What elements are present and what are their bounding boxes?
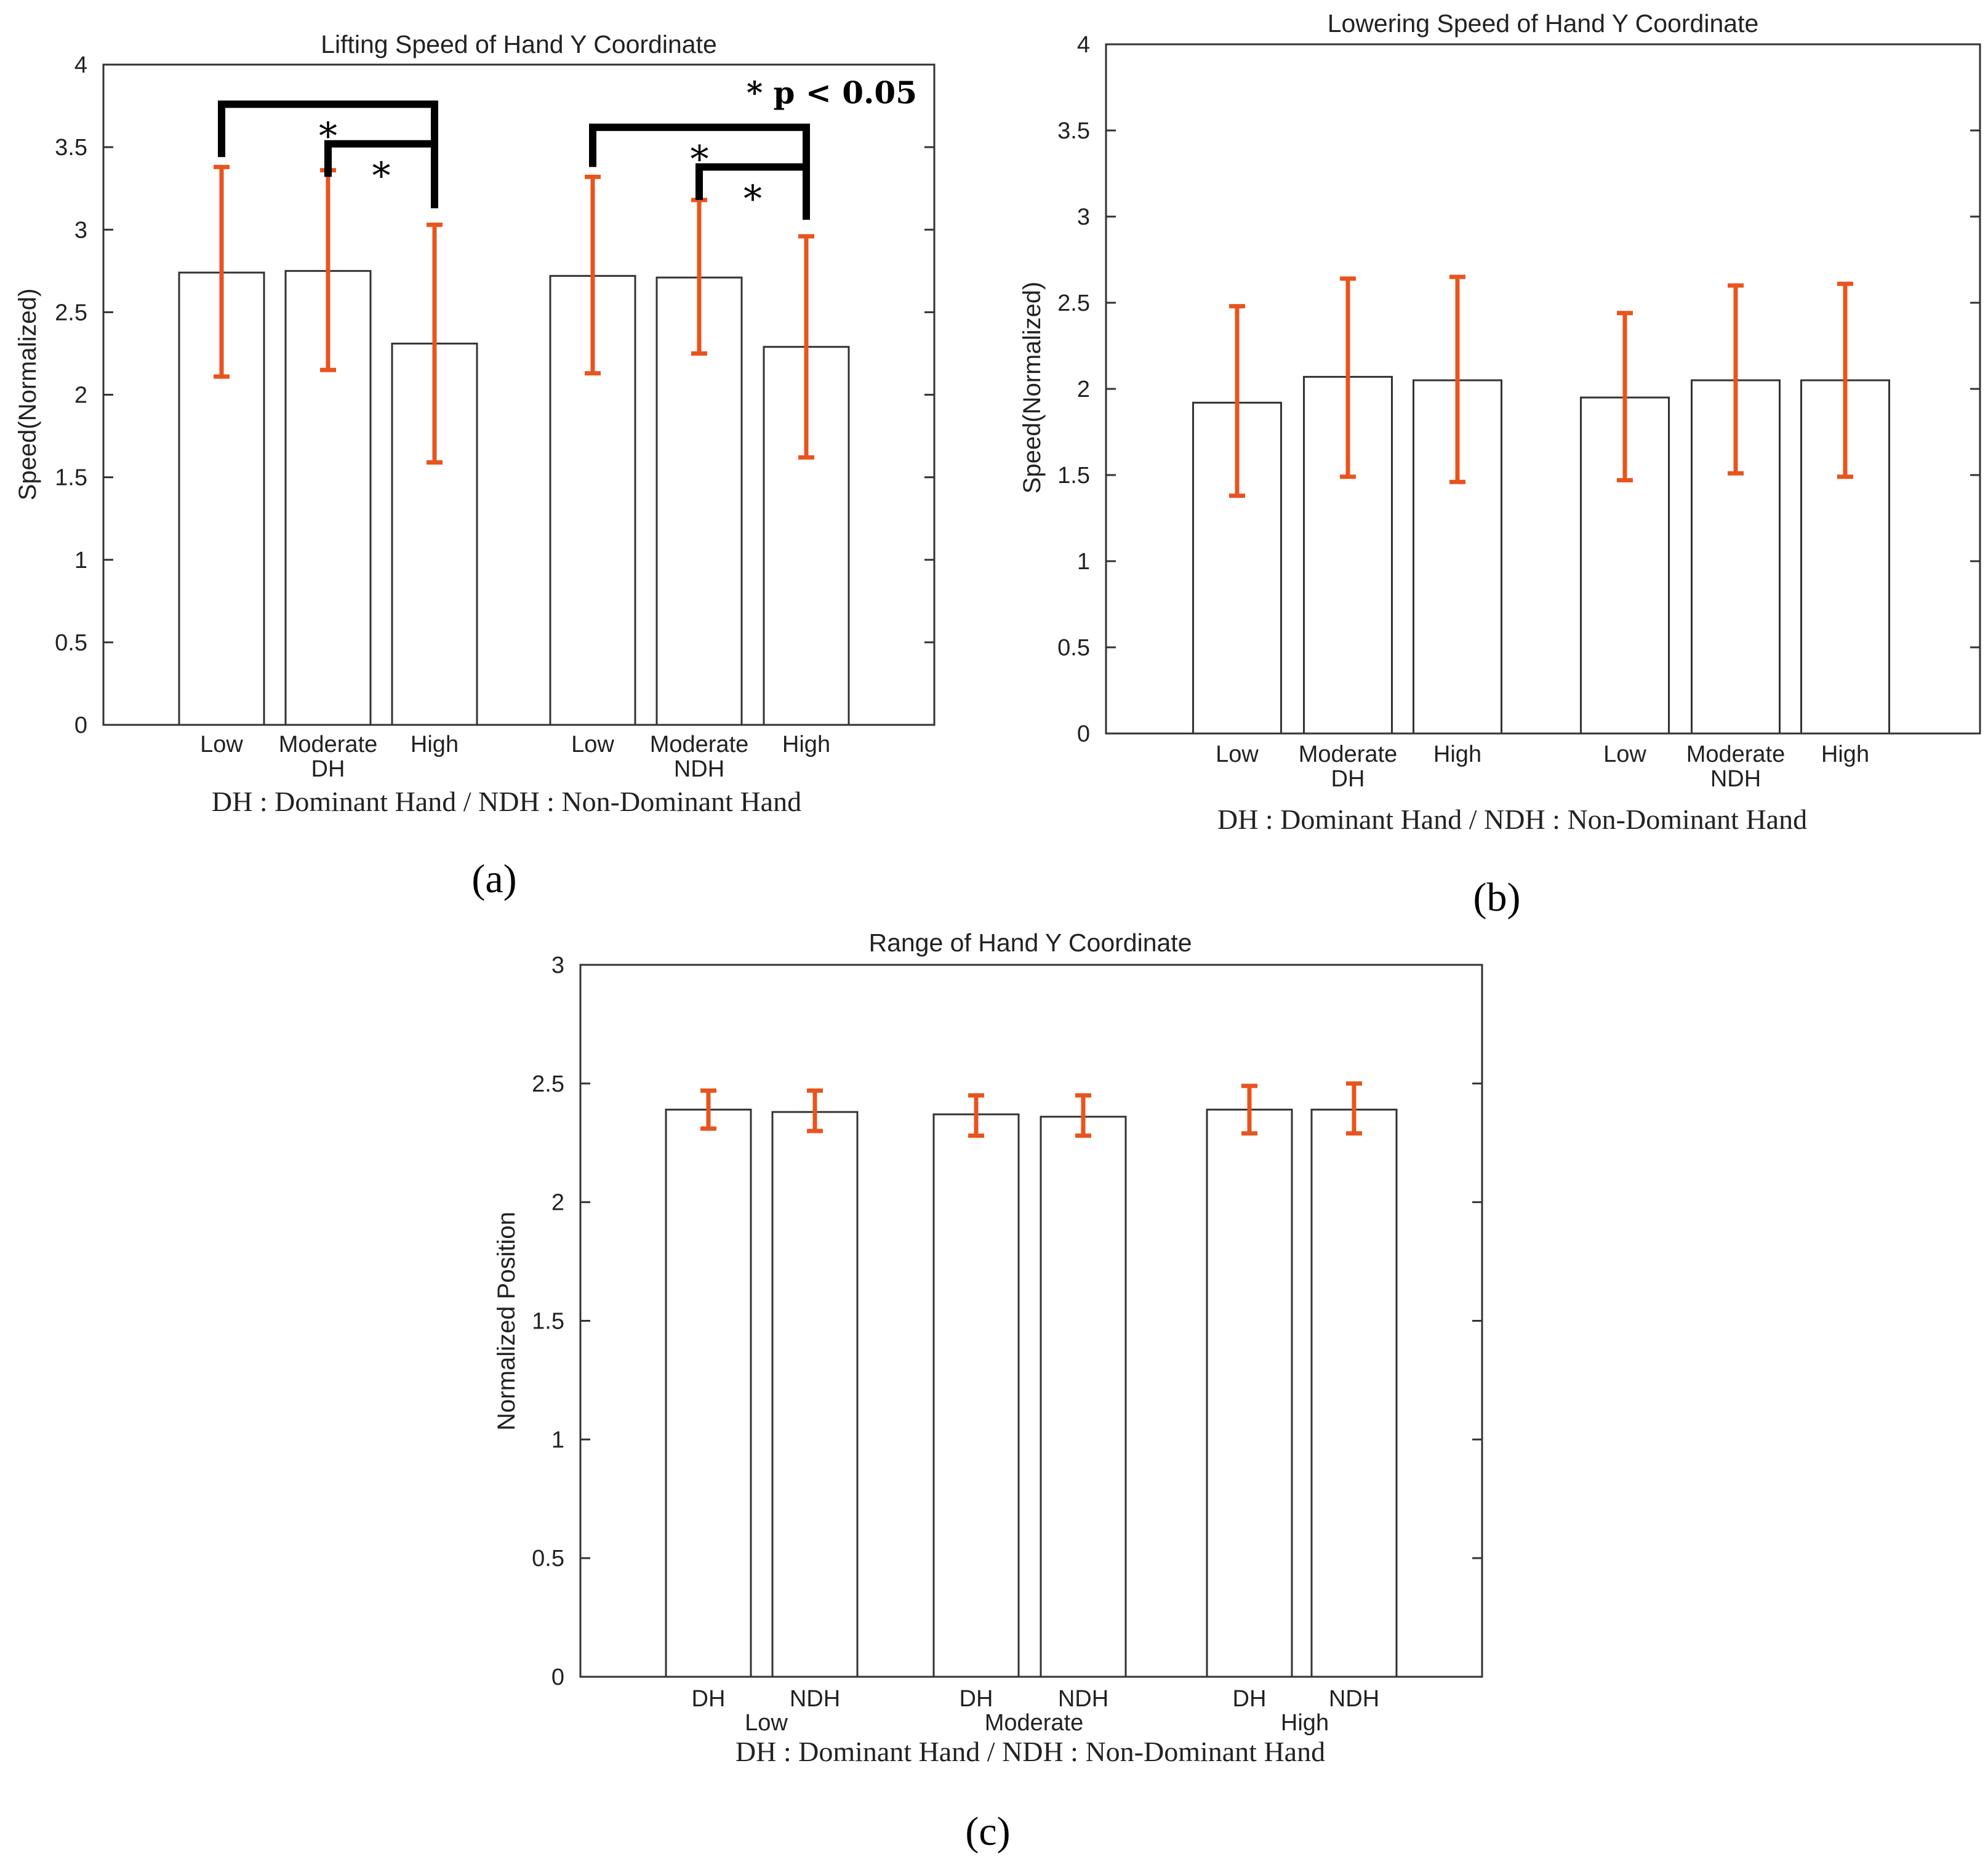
panel-b-chart-title: Lowering Speed of Hand Y Coordinate bbox=[1328, 9, 1759, 38]
bar bbox=[1206, 1108, 1293, 1678]
x-group-label: Moderate bbox=[985, 1710, 1084, 1736]
bar bbox=[771, 1111, 859, 1678]
x-category-label: DH bbox=[1233, 1686, 1267, 1712]
x-category-label: Low bbox=[1216, 741, 1259, 767]
y-tick-label: 0 bbox=[1077, 721, 1090, 747]
y-tick-label: 2.5 bbox=[532, 1071, 564, 1097]
panel-a-y-axis-label: Speed(Normalized) bbox=[14, 289, 41, 501]
y-tick-label: 4 bbox=[74, 52, 87, 78]
x-category-label: High bbox=[411, 732, 459, 757]
y-tick-label: 3 bbox=[551, 953, 564, 978]
y-tick-label: 2 bbox=[1077, 377, 1090, 402]
bar bbox=[665, 1108, 752, 1678]
significance-bracket bbox=[324, 140, 438, 209]
x-category-label: Moderate bbox=[1686, 741, 1786, 767]
y-tick-label: 1 bbox=[1077, 549, 1090, 575]
y-tick-label: 3.5 bbox=[55, 135, 87, 161]
x-category-label: Low bbox=[200, 732, 243, 757]
x-category-label: Moderate bbox=[279, 732, 378, 757]
x-group-label: High bbox=[1281, 1710, 1329, 1736]
y-tick-label: 3 bbox=[74, 217, 87, 243]
y-tick-label: 2 bbox=[74, 383, 87, 409]
y-tick-label: 1 bbox=[74, 548, 87, 573]
panel-a-label: (a) bbox=[471, 857, 516, 901]
panel-b-y-axis-label: Speed(Normalized) bbox=[1019, 282, 1046, 494]
y-tick-label: 1.5 bbox=[532, 1309, 564, 1335]
y-tick-label: 0.5 bbox=[55, 630, 87, 656]
x-group-label: NDH bbox=[674, 756, 724, 782]
y-tick-label: 1 bbox=[551, 1427, 564, 1453]
y-tick-label: 2.5 bbox=[1057, 290, 1090, 316]
significance-star: * bbox=[743, 177, 762, 220]
panel-c-range-chart: Range of Hand Y Coordinate Normalized Po… bbox=[493, 929, 1483, 1854]
panel-c-label: (c) bbox=[965, 1809, 1010, 1854]
panel-a-lifting-speed-chart: Lifting Speed of Hand Y Coordinate Speed… bbox=[14, 30, 936, 901]
x-category-label: Low bbox=[1603, 741, 1646, 767]
x-category-label: High bbox=[1433, 741, 1481, 767]
y-tick-label: 1.5 bbox=[1057, 463, 1090, 489]
x-category-label: DH bbox=[692, 1686, 726, 1712]
panel-b-lowering-speed-chart: Lowering Speed of Hand Y Coordinate Spee… bbox=[1019, 9, 1981, 920]
x-category-label: NDH bbox=[1058, 1686, 1108, 1712]
y-tick-label: 3.5 bbox=[1057, 118, 1090, 144]
bar bbox=[1040, 1116, 1127, 1678]
significance-bracket bbox=[695, 163, 810, 220]
panel-a-x-axis-note: DH : Dominant Hand / NDH : Non-Dominant … bbox=[212, 786, 801, 817]
x-group-label: NDH bbox=[1710, 766, 1761, 792]
x-category-label: NDH bbox=[1329, 1686, 1379, 1712]
panel-c-y-axis-label: Normalized Position bbox=[493, 1212, 520, 1431]
x-group-label: DH bbox=[311, 756, 345, 782]
panel-c-chart-title: Range of Hand Y Coordinate bbox=[868, 929, 1192, 957]
y-tick-label: 0 bbox=[74, 713, 87, 738]
x-group-label: Low bbox=[745, 1710, 788, 1736]
bar bbox=[1310, 1108, 1398, 1678]
x-category-label: Moderate bbox=[650, 732, 749, 757]
x-category-label: DH bbox=[960, 1686, 993, 1712]
y-tick-label: 3 bbox=[1077, 204, 1090, 230]
y-tick-label: 0.5 bbox=[1057, 635, 1090, 661]
x-category-label: High bbox=[1821, 741, 1869, 767]
panel-b-label: (b) bbox=[1473, 875, 1521, 920]
panel-a-significance-note: * p < 0.05 bbox=[747, 74, 917, 111]
x-category-label: Low bbox=[571, 732, 614, 757]
x-category-label: NDH bbox=[790, 1686, 840, 1712]
x-group-label: DH bbox=[1331, 766, 1365, 792]
x-category-label: High bbox=[782, 732, 830, 757]
panel-a-chart-title: Lifting Speed of Hand Y Coordinate bbox=[321, 30, 717, 58]
y-tick-label: 1.5 bbox=[55, 465, 87, 491]
y-tick-label: 0 bbox=[551, 1664, 564, 1690]
significance-star: * bbox=[372, 154, 391, 198]
y-tick-label: 2 bbox=[551, 1190, 564, 1216]
y-tick-label: 2.5 bbox=[55, 300, 87, 326]
bar bbox=[932, 1113, 1020, 1678]
panel-c-x-axis-note: DH : Dominant Hand / NDH : Non-Dominant … bbox=[735, 1736, 1325, 1767]
y-tick-label: 4 bbox=[1077, 32, 1090, 58]
x-category-label: Moderate bbox=[1299, 741, 1398, 767]
y-tick-label: 0.5 bbox=[532, 1546, 564, 1572]
panel-b-x-axis-note: DH : Dominant Hand / NDH : Non-Dominant … bbox=[1217, 804, 1807, 835]
